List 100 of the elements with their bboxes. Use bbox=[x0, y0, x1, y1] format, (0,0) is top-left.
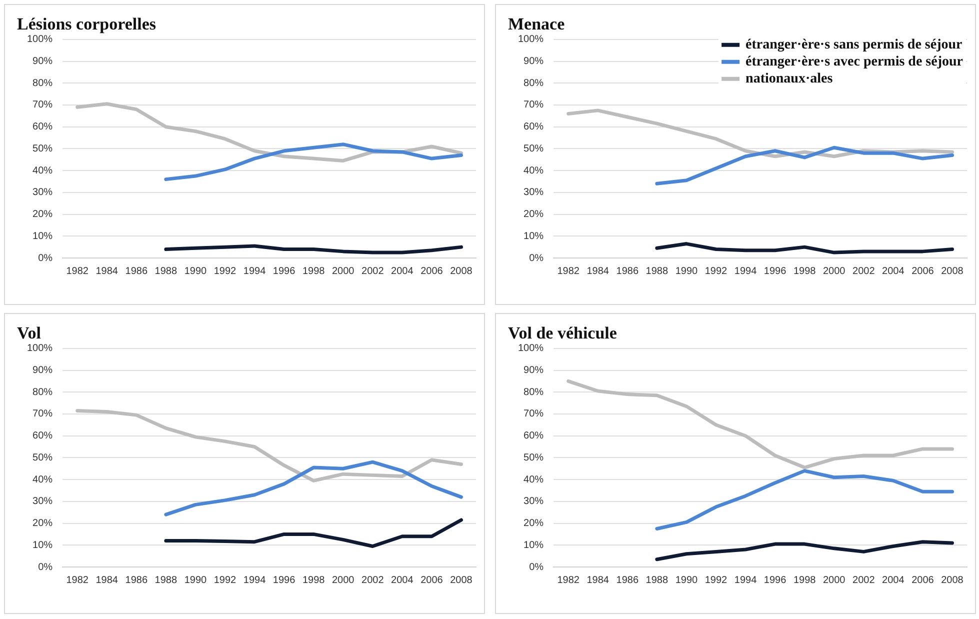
y-tick-label: 90% bbox=[32, 365, 53, 376]
y-tick-label: 40% bbox=[32, 474, 53, 486]
x-tick-label: 2004 bbox=[882, 574, 905, 586]
x-tick-label: 1988 bbox=[154, 266, 178, 277]
x-tick-label: 2008 bbox=[450, 574, 473, 586]
x-tick-label: 1998 bbox=[793, 574, 816, 586]
y-tick-label: 10% bbox=[32, 230, 53, 242]
chart-title: Vol bbox=[17, 324, 42, 343]
x-tick-label: 1996 bbox=[764, 574, 787, 586]
x-tick-label: 1986 bbox=[616, 266, 639, 277]
y-tick-label: 40% bbox=[524, 165, 544, 176]
x-tick-label: 1988 bbox=[646, 574, 668, 586]
x-tick-label: 1996 bbox=[272, 266, 296, 277]
x-tick-label: 1984 bbox=[96, 266, 118, 277]
y-tick-label: 20% bbox=[32, 209, 53, 220]
y-tick-label: 50% bbox=[32, 143, 53, 154]
x-tick-label: 1984 bbox=[586, 266, 610, 277]
y-tick-label: 50% bbox=[32, 452, 53, 464]
y-tick-label: 100% bbox=[27, 343, 53, 354]
y-tick-label: 70% bbox=[32, 100, 53, 111]
x-tick-label: 1992 bbox=[704, 266, 728, 277]
y-tick-label: 80% bbox=[524, 78, 544, 89]
x-tick-label: 2002 bbox=[852, 266, 876, 277]
x-tick-label: 2004 bbox=[391, 266, 414, 277]
x-tick-label: 1982 bbox=[557, 266, 580, 277]
y-tick-label: 0% bbox=[38, 562, 53, 573]
y-tick-label: 30% bbox=[524, 496, 544, 508]
y-tick-label: 60% bbox=[32, 430, 53, 442]
y-tick-label: 100% bbox=[27, 34, 53, 46]
y-tick-label: 70% bbox=[524, 408, 544, 420]
x-tick-label: 2008 bbox=[450, 266, 473, 277]
legend-label: étranger·ère·s avec permis de séjour bbox=[746, 54, 964, 70]
x-tick-label: 1986 bbox=[125, 574, 148, 586]
x-tick-label: 1994 bbox=[243, 266, 266, 277]
x-tick-label: 2006 bbox=[420, 574, 444, 586]
x-tick-label: 1992 bbox=[214, 266, 237, 277]
y-tick-label: 20% bbox=[32, 518, 53, 530]
x-tick-label: 1988 bbox=[154, 574, 178, 586]
y-tick-label: 80% bbox=[524, 386, 544, 398]
y-tick-label: 0% bbox=[38, 252, 53, 264]
y-tick-label: 90% bbox=[524, 56, 544, 68]
y-tick-label: 10% bbox=[524, 540, 544, 551]
x-tick-label: 2000 bbox=[822, 574, 846, 586]
x-tick-label: 1998 bbox=[302, 574, 326, 586]
x-tick-label: 1982 bbox=[66, 574, 89, 586]
x-tick-label: 1994 bbox=[734, 266, 758, 277]
x-tick-label: 2004 bbox=[882, 266, 905, 277]
y-tick-label: 90% bbox=[524, 365, 544, 376]
y-tick-label: 0% bbox=[529, 252, 544, 264]
x-tick-label: 1984 bbox=[96, 574, 118, 586]
x-tick-label: 1994 bbox=[243, 574, 266, 586]
x-tick-label: 2008 bbox=[941, 574, 964, 586]
y-tick-label: 60% bbox=[524, 122, 544, 133]
y-tick-label: 80% bbox=[32, 78, 53, 89]
x-tick-label: 1998 bbox=[302, 266, 326, 277]
x-tick-label: 2006 bbox=[912, 574, 934, 586]
x-tick-label: 1982 bbox=[66, 266, 89, 277]
y-tick-label: 30% bbox=[32, 187, 53, 198]
x-tick-label: 2002 bbox=[362, 574, 384, 586]
x-tick-label: 1988 bbox=[646, 266, 668, 277]
y-tick-label: 100% bbox=[518, 343, 544, 354]
y-tick-label: 30% bbox=[32, 496, 53, 508]
y-tick-label: 10% bbox=[524, 230, 544, 242]
x-tick-label: 1992 bbox=[214, 574, 237, 586]
legend-label: nationaux·ales bbox=[746, 72, 834, 87]
y-tick-label: 70% bbox=[32, 408, 53, 420]
x-tick-label: 2006 bbox=[420, 266, 444, 277]
x-tick-label: 1996 bbox=[272, 574, 296, 586]
x-tick-label: 1992 bbox=[704, 574, 728, 586]
y-tick-label: 20% bbox=[524, 518, 544, 530]
x-tick-label: 2000 bbox=[332, 266, 355, 277]
y-tick-label: 40% bbox=[524, 474, 544, 486]
chart-title: Menace bbox=[508, 14, 566, 34]
x-tick-label: 1990 bbox=[184, 574, 208, 586]
x-tick-label: 2000 bbox=[822, 266, 846, 277]
chart-title: Lésions corporelles bbox=[17, 14, 156, 34]
x-tick-label: 2008 bbox=[941, 266, 964, 277]
y-tick-label: 50% bbox=[524, 143, 544, 154]
x-tick-label: 1984 bbox=[586, 574, 610, 586]
x-tick-label: 2000 bbox=[332, 574, 355, 586]
x-tick-label: 1982 bbox=[557, 574, 580, 586]
x-tick-label: 1990 bbox=[675, 574, 698, 586]
chart-title: Vol de véhicule bbox=[508, 324, 618, 343]
y-tick-label: 40% bbox=[32, 165, 53, 176]
x-tick-label: 2002 bbox=[362, 266, 384, 277]
y-tick-label: 70% bbox=[524, 100, 544, 111]
y-tick-label: 80% bbox=[32, 386, 53, 398]
y-tick-label: 100% bbox=[518, 34, 544, 46]
y-tick-label: 60% bbox=[32, 122, 53, 133]
x-tick-label: 1996 bbox=[764, 266, 787, 277]
legend-label: étranger·ère·s sans permis de séjour bbox=[746, 38, 962, 53]
x-tick-label: 1998 bbox=[793, 266, 816, 277]
y-tick-label: 10% bbox=[32, 540, 53, 551]
y-tick-label: 20% bbox=[524, 209, 544, 220]
y-tick-label: 50% bbox=[524, 452, 544, 464]
x-tick-label: 1986 bbox=[125, 266, 148, 277]
y-tick-label: 30% bbox=[524, 187, 544, 198]
x-tick-label: 2006 bbox=[912, 266, 934, 277]
y-tick-label: 60% bbox=[524, 430, 544, 442]
y-tick-label: 0% bbox=[529, 562, 544, 573]
